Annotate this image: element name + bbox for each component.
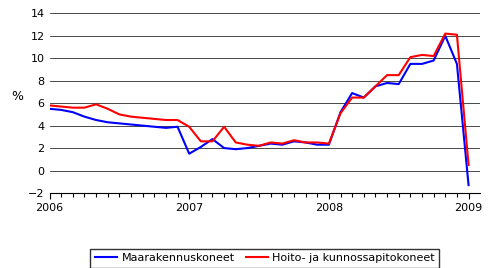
Hoito- ja kunnossapitokoneet bbox=[221, 125, 227, 128]
Hoito- ja kunnossapitokoneet bbox=[47, 104, 52, 107]
Hoito- ja kunnossapitokoneet bbox=[361, 96, 367, 99]
Maarakennuskoneet bbox=[291, 140, 297, 143]
Maarakennuskoneet bbox=[128, 123, 134, 126]
Maarakennuskoneet bbox=[302, 141, 308, 144]
Maarakennuskoneet bbox=[105, 121, 111, 124]
Maarakennuskoneet bbox=[256, 144, 262, 147]
Maarakennuskoneet bbox=[82, 115, 88, 118]
Hoito- ja kunnossapitokoneet bbox=[105, 107, 111, 110]
Maarakennuskoneet bbox=[443, 34, 448, 38]
Maarakennuskoneet bbox=[163, 126, 169, 129]
Maarakennuskoneet bbox=[454, 62, 460, 65]
Maarakennuskoneet bbox=[384, 81, 390, 85]
Hoito- ja kunnossapitokoneet bbox=[198, 140, 204, 143]
Maarakennuskoneet bbox=[70, 110, 76, 114]
Hoito- ja kunnossapitokoneet bbox=[291, 139, 297, 142]
Hoito- ja kunnossapitokoneet bbox=[128, 115, 134, 118]
Hoito- ja kunnossapitokoneet bbox=[407, 55, 413, 59]
Maarakennuskoneet bbox=[314, 143, 320, 146]
Hoito- ja kunnossapitokoneet bbox=[186, 125, 192, 128]
Maarakennuskoneet bbox=[186, 152, 192, 155]
Maarakennuskoneet bbox=[372, 85, 378, 88]
Maarakennuskoneet bbox=[221, 146, 227, 150]
Maarakennuskoneet bbox=[151, 125, 157, 128]
Hoito- ja kunnossapitokoneet bbox=[326, 142, 332, 145]
Maarakennuskoneet bbox=[209, 137, 215, 141]
Maarakennuskoneet bbox=[175, 125, 181, 128]
Hoito- ja kunnossapitokoneet bbox=[93, 103, 99, 106]
Hoito- ja kunnossapitokoneet bbox=[209, 140, 215, 143]
Hoito- ja kunnossapitokoneet bbox=[70, 106, 76, 109]
Maarakennuskoneet bbox=[198, 145, 204, 148]
Maarakennuskoneet bbox=[361, 96, 367, 99]
Hoito- ja kunnossapitokoneet bbox=[314, 141, 320, 144]
Hoito- ja kunnossapitokoneet bbox=[302, 141, 308, 144]
Maarakennuskoneet bbox=[47, 107, 52, 110]
Hoito- ja kunnossapitokoneet bbox=[279, 142, 285, 145]
Hoito- ja kunnossapitokoneet bbox=[256, 144, 262, 147]
Maarakennuskoneet bbox=[268, 142, 274, 145]
Hoito- ja kunnossapitokoneet bbox=[372, 85, 378, 88]
Maarakennuskoneet bbox=[245, 146, 250, 150]
Maarakennuskoneet bbox=[116, 122, 122, 125]
Hoito- ja kunnossapitokoneet bbox=[245, 143, 250, 146]
Maarakennuskoneet bbox=[419, 62, 425, 65]
Line: Maarakennuskoneet: Maarakennuskoneet bbox=[50, 36, 469, 185]
Maarakennuskoneet bbox=[396, 83, 401, 86]
Hoito- ja kunnossapitokoneet bbox=[454, 33, 460, 36]
Legend: Maarakennuskoneet, Hoito- ja kunnossapitokoneet: Maarakennuskoneet, Hoito- ja kunnossapit… bbox=[90, 249, 440, 268]
Maarakennuskoneet bbox=[338, 110, 344, 114]
Hoito- ja kunnossapitokoneet bbox=[58, 105, 64, 108]
Hoito- ja kunnossapitokoneet bbox=[466, 163, 472, 166]
Hoito- ja kunnossapitokoneet bbox=[384, 73, 390, 77]
Hoito- ja kunnossapitokoneet bbox=[396, 73, 401, 77]
Line: Hoito- ja kunnossapitokoneet: Hoito- ja kunnossapitokoneet bbox=[50, 34, 469, 165]
Hoito- ja kunnossapitokoneet bbox=[116, 113, 122, 116]
Hoito- ja kunnossapitokoneet bbox=[338, 112, 344, 115]
Hoito- ja kunnossapitokoneet bbox=[233, 141, 239, 144]
Hoito- ja kunnossapitokoneet bbox=[268, 141, 274, 144]
Maarakennuskoneet bbox=[140, 124, 146, 127]
Maarakennuskoneet bbox=[326, 143, 332, 146]
Hoito- ja kunnossapitokoneet bbox=[431, 54, 437, 58]
Hoito- ja kunnossapitokoneet bbox=[151, 117, 157, 121]
Maarakennuskoneet bbox=[58, 108, 64, 111]
Hoito- ja kunnossapitokoneet bbox=[443, 32, 448, 35]
Maarakennuskoneet bbox=[233, 148, 239, 151]
Hoito- ja kunnossapitokoneet bbox=[163, 118, 169, 122]
Maarakennuskoneet bbox=[349, 91, 355, 95]
Hoito- ja kunnossapitokoneet bbox=[349, 96, 355, 99]
Y-axis label: %: % bbox=[11, 90, 23, 103]
Hoito- ja kunnossapitokoneet bbox=[140, 116, 146, 119]
Maarakennuskoneet bbox=[279, 143, 285, 146]
Hoito- ja kunnossapitokoneet bbox=[419, 53, 425, 57]
Maarakennuskoneet bbox=[93, 118, 99, 122]
Maarakennuskoneet bbox=[407, 62, 413, 65]
Maarakennuskoneet bbox=[466, 184, 472, 187]
Maarakennuskoneet bbox=[431, 59, 437, 62]
Hoito- ja kunnossapitokoneet bbox=[82, 106, 88, 109]
Hoito- ja kunnossapitokoneet bbox=[175, 118, 181, 122]
